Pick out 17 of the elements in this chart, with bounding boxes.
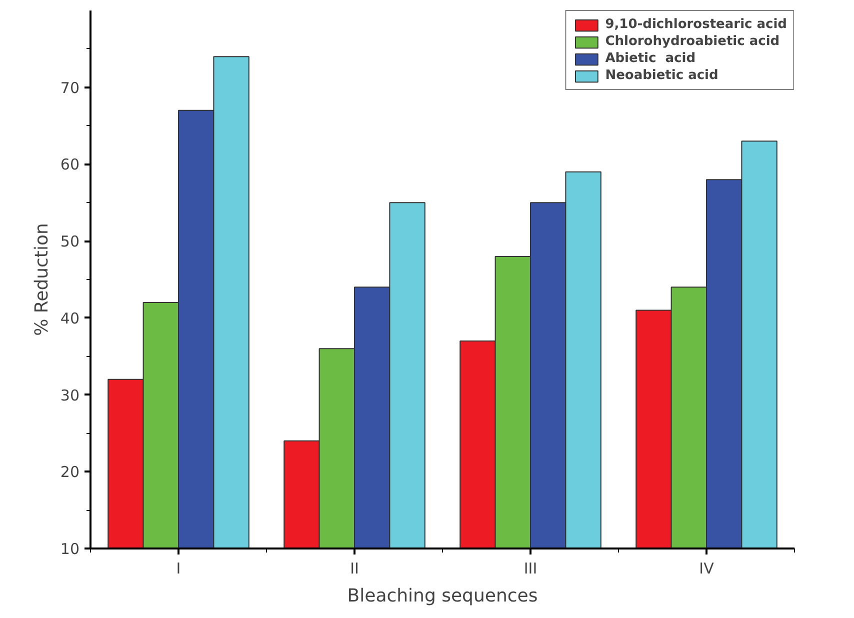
y-tick-label: 40 xyxy=(60,309,80,328)
legend-label: 9,10-dichlorostearic acid xyxy=(605,17,787,32)
y-tick-label: 30 xyxy=(60,386,80,404)
x-tick-label: II xyxy=(350,560,359,578)
y-tick-label: 50 xyxy=(60,232,80,251)
legend-label: Chlorohydroabietic acid xyxy=(605,34,780,49)
y-tick-label: 10 xyxy=(60,540,80,558)
x-axis-title: Bleaching sequences xyxy=(347,586,538,606)
legend-label: Neoabietic acid xyxy=(605,68,718,83)
x-tick-label: IV xyxy=(699,560,715,578)
x-tick-label: I xyxy=(176,560,181,578)
y-axis-title: % Reduction xyxy=(31,223,52,336)
x-tick-label: III xyxy=(524,560,538,578)
y-tick-label: 70 xyxy=(60,78,80,97)
y-tick-label: 20 xyxy=(60,463,80,482)
legend-label: Abietic acid xyxy=(605,51,696,66)
y-tick-label: 60 xyxy=(60,156,80,174)
